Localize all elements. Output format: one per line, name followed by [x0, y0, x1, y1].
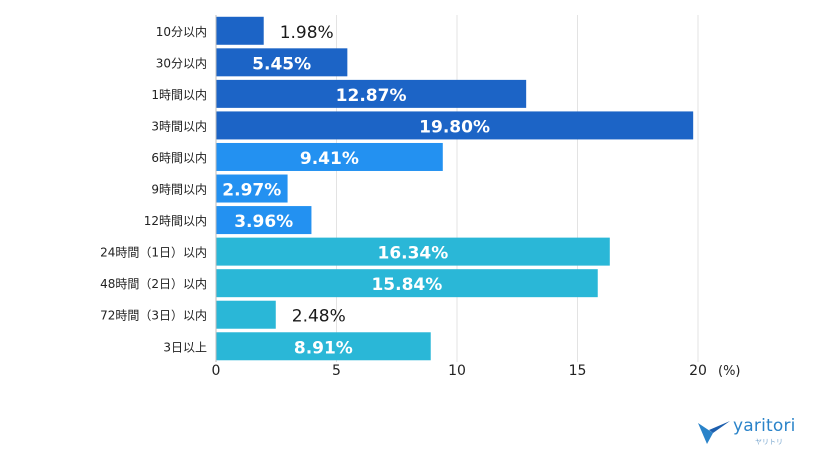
- value-label-0: 1.98%: [280, 23, 334, 43]
- value-label-9: 2.48%: [292, 307, 346, 327]
- category-label-4: 6時間以内: [151, 151, 207, 165]
- x-unit-label: (%): [718, 364, 741, 379]
- bar-8: [216, 269, 598, 298]
- yaritori-logo: yaritori ヤリトリ: [697, 414, 807, 448]
- value-label-6: 3.96%: [234, 212, 293, 232]
- category-label-3: 3時間以内: [151, 119, 207, 133]
- category-label-0: 10分以内: [156, 25, 207, 39]
- value-label-5: 2.97%: [222, 181, 281, 201]
- logo-text: yaritori: [733, 416, 796, 436]
- bar-4: [216, 142, 443, 171]
- bar-1: [216, 48, 348, 77]
- bar-3: [216, 111, 694, 140]
- value-label-7: 16.34%: [377, 244, 448, 264]
- yaritori-logo-icon: [698, 421, 730, 444]
- category-label-1: 30分以内: [156, 56, 207, 70]
- value-label-2: 12.87%: [336, 86, 407, 106]
- category-label-10: 3日以上: [163, 340, 207, 354]
- logo-subtext: ヤリトリ: [755, 438, 783, 446]
- bar-0: [216, 16, 264, 45]
- category-label-9: 72時間（3日）以内: [100, 309, 207, 323]
- bar-5: [216, 174, 288, 203]
- bar-10: [216, 332, 431, 361]
- bar-2: [216, 79, 527, 108]
- value-label-10: 8.91%: [294, 338, 353, 358]
- value-label-1: 5.45%: [252, 54, 311, 74]
- category-label-6: 12時間以内: [144, 214, 207, 228]
- category-label-5: 9時間以内: [151, 183, 207, 197]
- value-label-8: 15.84%: [371, 275, 442, 295]
- x-tick-label-2: 10: [448, 363, 466, 379]
- category-label-8: 48時間（2日）以内: [100, 277, 207, 291]
- bar-7: [216, 237, 610, 266]
- bar-6: [216, 206, 312, 235]
- category-label-7: 24時間（1日）以内: [100, 246, 207, 260]
- bar-9: [216, 300, 276, 329]
- x-tick-label-4: 20: [689, 363, 707, 379]
- x-tick-label-0: 0: [212, 363, 221, 379]
- x-tick-label-3: 15: [569, 363, 587, 379]
- value-label-3: 19.80%: [419, 117, 490, 137]
- category-label-2: 1時間以内: [151, 88, 207, 102]
- x-tick-label-1: 5: [332, 363, 341, 379]
- value-label-4: 9.41%: [300, 149, 359, 169]
